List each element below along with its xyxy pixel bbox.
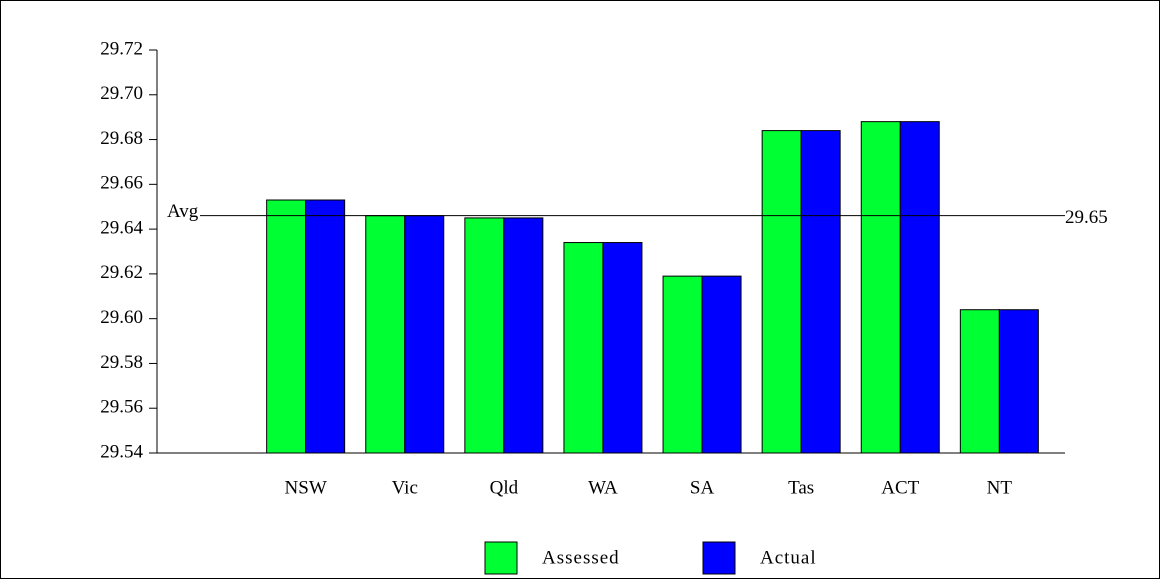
bar [998, 309, 1039, 454]
reference-value-label: 29.65 [1065, 207, 1108, 228]
bar [266, 199, 307, 454]
legend-swatch [484, 541, 518, 575]
bar [899, 121, 940, 454]
bar [959, 309, 1000, 454]
legend-label: Assessed [542, 547, 620, 568]
bar [563, 242, 604, 454]
bar [602, 242, 643, 454]
y-tick-label: 29.64 [100, 217, 143, 238]
bar [761, 130, 802, 454]
x-tick-label: SA [690, 477, 715, 498]
reference-label: Avg [167, 201, 199, 222]
y-tick-label: 29.58 [100, 352, 143, 373]
bar [404, 215, 445, 454]
x-tick-label: Tas [788, 477, 814, 498]
y-tick-label: 29.62 [100, 262, 143, 283]
y-tick-label: 29.70 [100, 83, 143, 104]
bar [305, 199, 346, 454]
bar [464, 217, 505, 454]
bar [800, 130, 841, 454]
x-tick-label: ACT [881, 477, 919, 498]
x-tick-label: NT [987, 477, 1013, 498]
legend-swatch [702, 541, 736, 575]
legend-label: Actual [760, 547, 817, 568]
bar [662, 275, 703, 454]
bar [503, 217, 544, 454]
y-tick-label: 29.60 [100, 307, 143, 328]
y-tick-label: 29.72 [100, 38, 143, 59]
bar [860, 121, 901, 454]
x-tick-label: Vic [392, 477, 418, 498]
x-tick-label: WA [588, 477, 618, 498]
y-tick-label: 29.66 [100, 173, 143, 194]
y-tick-label: 29.56 [100, 397, 143, 418]
bar [365, 215, 406, 454]
x-tick-label: Qld [490, 477, 519, 498]
bar [701, 275, 742, 454]
y-tick-label: 29.54 [100, 441, 143, 462]
y-tick-label: 29.68 [100, 128, 143, 149]
x-tick-label: NSW [285, 477, 327, 498]
